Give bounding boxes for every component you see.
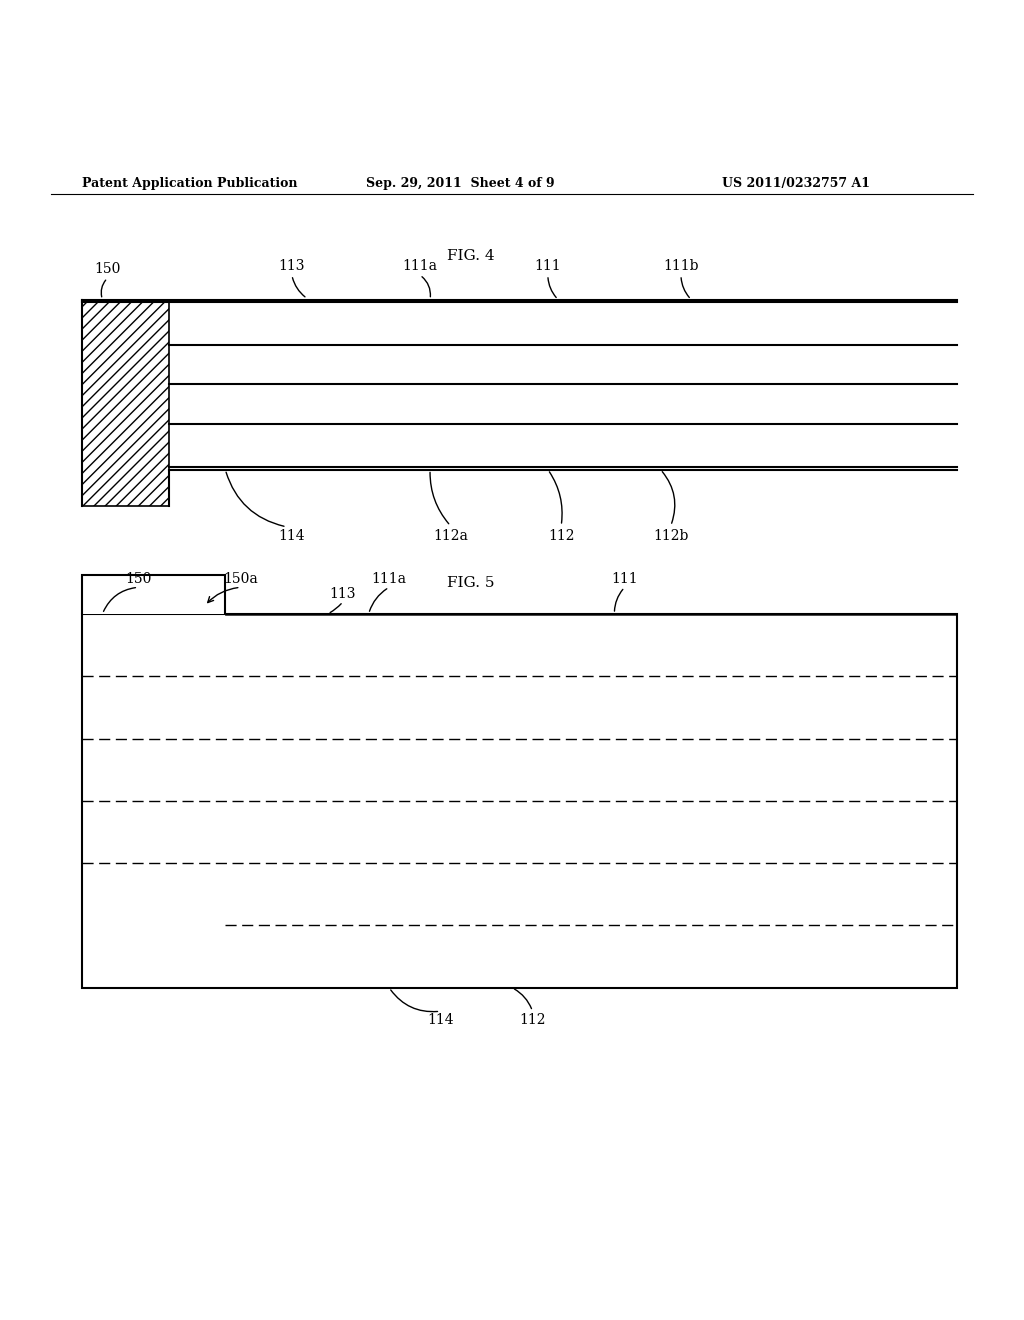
Text: 150a: 150a — [223, 573, 258, 586]
Bar — [82, 614, 957, 987]
Text: US 2011/0232757 A1: US 2011/0232757 A1 — [722, 177, 870, 190]
Text: 112: 112 — [548, 529, 574, 543]
Text: 111: 111 — [611, 573, 638, 586]
Text: 113: 113 — [330, 586, 356, 601]
Text: 112a: 112a — [433, 529, 468, 543]
Text: 150: 150 — [94, 261, 121, 276]
Text: Sep. 29, 2011  Sheet 4 of 9: Sep. 29, 2011 Sheet 4 of 9 — [367, 177, 555, 190]
Polygon shape — [82, 576, 225, 614]
Text: 114: 114 — [427, 1014, 454, 1027]
Text: 113: 113 — [279, 259, 305, 273]
Text: 111a: 111a — [372, 573, 407, 586]
Text: 111: 111 — [535, 259, 561, 273]
Bar — [82, 301, 169, 507]
Text: 112: 112 — [519, 1014, 546, 1027]
Text: Patent Application Publication: Patent Application Publication — [82, 177, 297, 190]
Text: 111a: 111a — [402, 259, 437, 273]
Text: FIG. 4: FIG. 4 — [447, 248, 495, 263]
Text: 114: 114 — [279, 529, 305, 543]
Text: FIG. 5: FIG. 5 — [447, 577, 495, 590]
Text: 150: 150 — [125, 573, 152, 586]
Text: 112b: 112b — [653, 529, 688, 543]
Text: 111b: 111b — [664, 259, 698, 273]
